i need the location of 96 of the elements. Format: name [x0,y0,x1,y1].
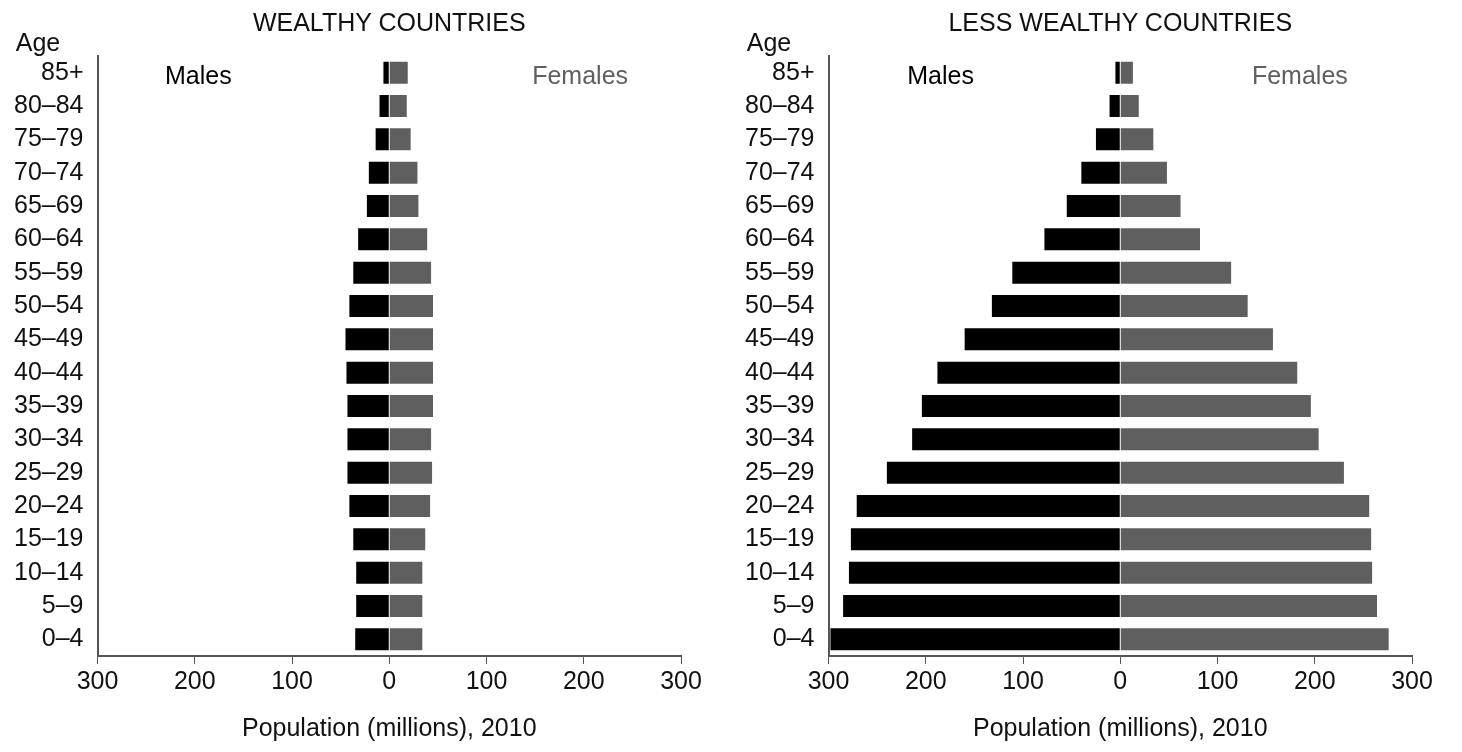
bar [1120,561,1373,584]
bar [1109,95,1120,117]
y-tick-label: 5–9 [41,589,84,618]
y-tick-label: 5–9 [772,589,815,618]
bar [937,361,1120,384]
bar [1120,461,1344,484]
y-tick-label: 70–74 [13,156,84,185]
bar [1081,161,1120,184]
x-tick-label: 300 [1391,665,1433,694]
bar [848,561,1120,584]
y-tick-label: 35–39 [13,389,84,418]
y-tick-label: 30–34 [744,423,815,452]
bar [921,395,1120,417]
y-tick-label: 55–59 [744,256,815,285]
y-tick-label: 55–59 [13,256,84,285]
x-tick-label: 0 [382,665,397,694]
y-tick-label: 35–39 [744,389,815,418]
y-tick-label: 10–14 [13,556,84,585]
bar [1120,61,1133,84]
bar [964,328,1120,351]
y-tick-label: 75–79 [744,123,815,152]
bar [1120,495,1370,517]
y-tick-label: 60–64 [744,223,815,252]
bar [1120,261,1232,284]
x-tick-label: 300 [807,665,850,694]
x-tick-label: 100 [1002,665,1044,694]
y-tick-label: 25–29 [744,456,815,485]
bar [1120,528,1372,551]
bar [1120,195,1181,217]
y-tick-label: 15–19 [13,523,84,552]
bar [1044,228,1120,251]
y-tick-label: 80–84 [13,89,84,118]
bar [1120,628,1389,651]
bar [1120,228,1200,251]
y-tick-label: 65–69 [13,189,84,218]
text: Females [532,60,629,89]
x-tick-label: 200 [562,665,605,694]
y-tick-label: 50–54 [13,289,84,318]
bar [1120,128,1154,151]
x-tick-label: 0 [1113,665,1128,694]
y-tick-label: 30–34 [13,423,84,452]
y-tick-label: 65–69 [744,189,815,218]
x-tick-label: 100 [1196,665,1239,694]
x-tick-label: 200 [904,665,947,694]
text: Males [165,60,232,89]
bar [1115,61,1120,84]
y-tick-label: 25–29 [13,456,84,485]
y-axis-title: Age [15,27,61,56]
y-tick-label: 45–49 [744,323,815,352]
text: Females [1251,60,1348,89]
x-tick-label: 100 [271,665,313,694]
chart-title: WEALTHY COUNTRIES [252,7,526,36]
y-tick-label: 10–14 [744,556,815,585]
bar [1120,295,1248,317]
x-tick-label: 100 [465,665,508,694]
x-tick-label: 300 [660,665,702,694]
y-tick-label: 85+ [41,56,84,85]
y-tick-label: 70–74 [744,156,815,185]
bar [1120,395,1311,417]
y-tick-label: 20–24 [13,489,84,518]
bar [1120,161,1167,184]
bar [1095,128,1120,151]
bar [856,495,1120,517]
y-tick-label: 50–54 [744,289,815,318]
x-tick-label: 200 [1293,665,1336,694]
x-tick-label: 300 [76,665,119,694]
bar [1120,428,1319,451]
y-tick-label: 20–24 [744,489,815,518]
y-tick-label: 15–19 [744,523,815,552]
bar [1120,95,1139,117]
bar [1120,595,1377,617]
y-tick-label: 80–84 [744,89,815,118]
bar [1012,261,1120,284]
y-tick-label: 75–79 [13,123,84,152]
y-tick-label: 60–64 [13,223,84,252]
y-tick-label: 45–49 [13,323,84,352]
y-axis-title: Age [746,27,792,56]
bar [886,461,1120,484]
y-tick-label: 40–44 [13,356,84,385]
bar [830,628,1120,651]
bar [850,528,1120,551]
chart-title: LESS WEALTHY COUNTRIES [948,7,1293,36]
bar [912,428,1120,451]
x-axis-title: Population (millions), 2010 [972,712,1268,741]
bar [1066,195,1120,217]
y-tick-label: 40–44 [744,356,815,385]
bar [1120,361,1298,384]
y-tick-label: 0–4 [772,623,815,652]
y-tick-label: 0–4 [41,623,84,652]
bar [1120,328,1273,351]
bar [991,295,1120,317]
x-axis-title: Population (millions), 2010 [241,712,537,741]
text: Males [907,60,974,89]
x-tick-label: 200 [173,665,216,694]
bar [843,595,1120,617]
y-tick-label: 85+ [772,56,815,85]
